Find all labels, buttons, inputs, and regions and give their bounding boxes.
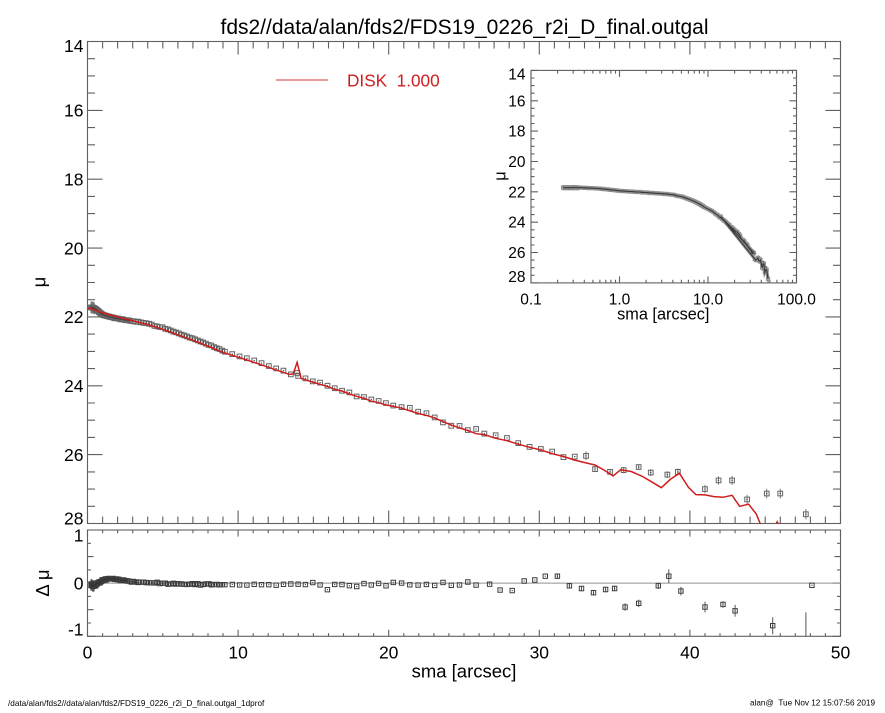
svg-text:alan@ Tue Nov 12 15:07:56 201: alan@ Tue Nov 12 15:07:56 2019 [750,699,875,708]
svg-text:26: 26 [64,445,83,465]
svg-text:22: 22 [64,307,83,327]
svg-text:30: 30 [530,643,550,663]
svg-text:10: 10 [228,643,248,663]
svg-text:sma [arcsec]: sma [arcsec] [617,305,709,323]
svg-text:0.1: 0.1 [520,292,542,309]
svg-text:μ: μ [29,277,50,288]
svg-text:10.0: 10.0 [693,292,724,309]
svg-text:22: 22 [508,184,525,201]
svg-text:Δ μ: Δ μ [32,569,53,596]
svg-text:18: 18 [64,170,83,190]
svg-text:1.0: 1.0 [609,292,631,309]
svg-text:14: 14 [508,67,526,84]
svg-text:24: 24 [64,376,84,396]
svg-text:28: 28 [64,508,83,528]
svg-text:40: 40 [680,643,700,663]
svg-text:-1: -1 [68,620,84,640]
svg-text:fds2//data/alan/fds2/FDS19_022: fds2//data/alan/fds2/FDS19_0226_r2i_D_fi… [220,16,708,39]
svg-text:0: 0 [83,643,93,663]
svg-text:20: 20 [64,238,84,258]
svg-text:14: 14 [64,36,84,56]
svg-text:18: 18 [508,124,525,141]
svg-text:μ: μ [492,171,510,180]
svg-text:20: 20 [508,154,526,171]
svg-text:DISK 1.000: DISK 1.000 [347,71,440,91]
svg-text:16: 16 [64,101,83,121]
svg-text:/data/alan/fds2//data/alan/fds: /data/alan/fds2//data/alan/fds2/FDS19_02… [8,699,265,708]
svg-text:24: 24 [508,215,526,232]
svg-text:1: 1 [74,525,84,545]
svg-text:sma [arcsec]: sma [arcsec] [412,661,517,682]
svg-text:16: 16 [508,93,525,110]
svg-text:0: 0 [74,574,84,594]
svg-text:50: 50 [831,643,851,663]
svg-text:26: 26 [508,245,525,262]
svg-text:100.0: 100.0 [777,292,816,309]
svg-text:28: 28 [508,269,525,286]
svg-text:20: 20 [379,643,399,663]
